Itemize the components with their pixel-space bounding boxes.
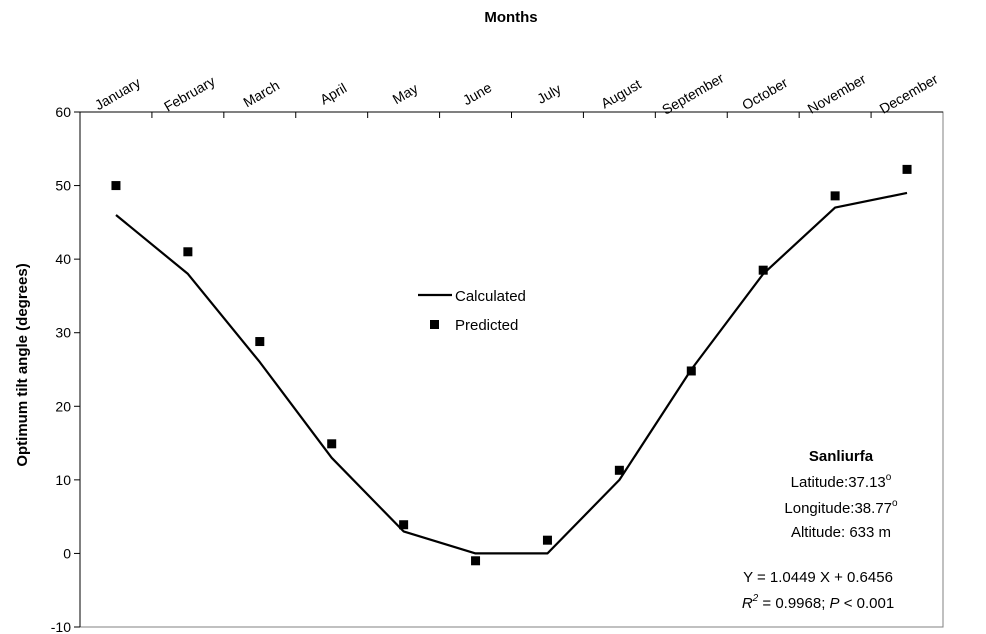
regression-stats: R2 = 0.9968; P < 0.001 [742, 593, 894, 612]
month-label: October [739, 74, 790, 113]
month-label: January [92, 74, 143, 113]
site-annotation: Sanliurfa Latitude:37.13o Longitude:38.7… [742, 448, 898, 612]
predicted-point [830, 191, 840, 201]
y-tick-label: 20 [55, 398, 71, 414]
predicted-point [758, 265, 768, 275]
y-tick-label: 40 [55, 251, 71, 267]
plot-area [79, 111, 944, 628]
month-label: June [460, 79, 494, 108]
month-label: February [161, 73, 218, 115]
predicted-point [902, 164, 912, 174]
month-label: July [534, 81, 564, 107]
y-tick-label: 0 [63, 545, 71, 561]
series-layer [111, 164, 912, 566]
predicted-point [255, 337, 265, 347]
legend-predicted-label: Predicted [455, 317, 518, 334]
predicted-point [399, 520, 409, 530]
calculated-line [115, 191, 908, 555]
x-axis-ticks: January February March April May June July Augu… [92, 69, 941, 118]
x-axis-title: Months [484, 9, 537, 26]
y-tick-label: 60 [55, 104, 71, 120]
site-altitude: Altitude: 633 m [791, 524, 891, 541]
legend-predicted-swatch [430, 320, 439, 329]
predicted-point [183, 247, 193, 257]
month-label: April [317, 80, 349, 108]
month-label: August [598, 76, 644, 112]
predicted-point [686, 366, 696, 376]
site-longitude: Longitude:38.77o [784, 498, 898, 517]
month-label: May [390, 80, 421, 107]
y-tick-label: -10 [51, 619, 71, 634]
legend-calculated-label: Calculated [455, 288, 526, 305]
month-label: December [877, 70, 941, 116]
site-name: Sanliurfa [809, 448, 874, 465]
predicted-point [542, 535, 552, 545]
y-axis-ticks: -10 0 10 20 30 40 50 60 [51, 104, 80, 634]
site-latitude: Latitude:37.13o [791, 472, 892, 491]
month-label: September [659, 69, 727, 117]
predicted-point [327, 439, 337, 449]
y-axis-title: Optimum tilt angle (degrees) [14, 263, 31, 466]
predicted-point [111, 181, 121, 191]
regression-equation: Y = 1.0449 X + 0.6456 [743, 569, 893, 586]
y-tick-label: 10 [55, 472, 71, 488]
legend: Calculated Predicted [418, 288, 526, 334]
predicted-point [614, 465, 624, 475]
y-tick-label: 30 [55, 325, 71, 341]
month-label: March [240, 77, 282, 110]
predicted-point [471, 556, 481, 566]
month-label: November [805, 70, 869, 116]
y-tick-label: 50 [55, 178, 71, 194]
